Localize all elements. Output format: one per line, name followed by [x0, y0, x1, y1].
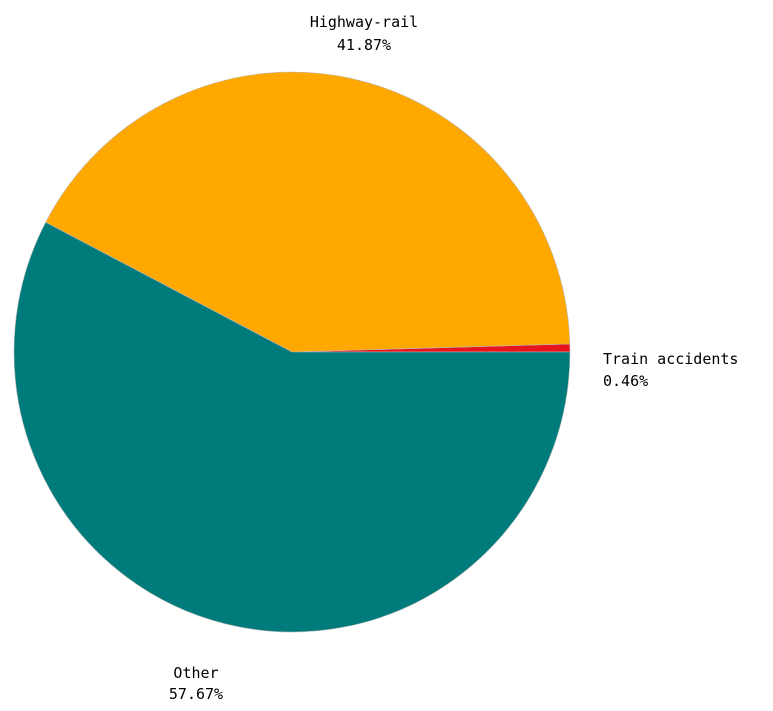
slice-value-other: 57.67% [169, 685, 223, 703]
slice-label-other: Other [173, 664, 218, 682]
slice-label-highway-rail: Highway-rail [310, 13, 418, 31]
pie-slice-other [13, 221, 571, 633]
slice-label-train-accidents: Train accidents [603, 350, 738, 368]
pie-slice-highway-rail [45, 71, 571, 353]
slice-value-highway-rail: 41.87% [337, 36, 391, 54]
pie-slices [13, 71, 571, 633]
slice-value-train-accidents: 0.46% [603, 372, 648, 390]
pie-labels: Train accidents 0.46% Highway-rail 41.87% Ot… [169, 13, 739, 703]
